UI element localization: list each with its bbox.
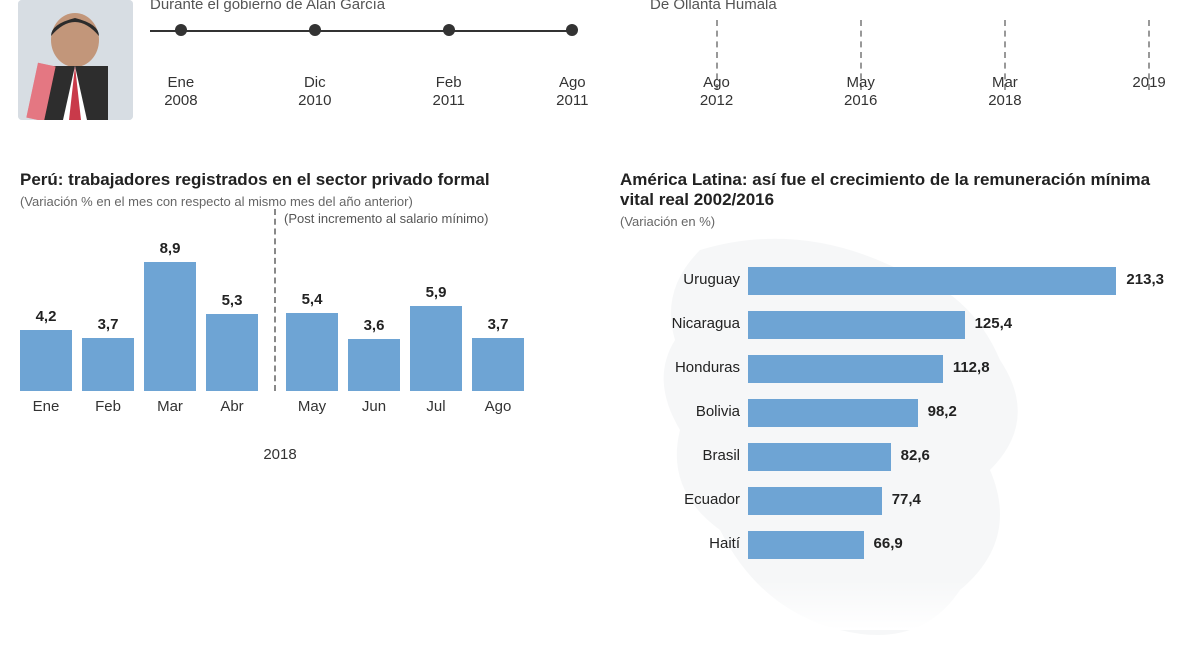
month-col: 5,9Jul bbox=[410, 306, 462, 391]
monthly-chart: 2018 4,2Ene3,7Feb8,9Mar5,3Abr(Post incre… bbox=[20, 239, 540, 419]
month-label: Ago bbox=[472, 398, 524, 415]
hbar-country-label: Ecuador bbox=[620, 491, 740, 508]
month-label: Ene bbox=[20, 398, 72, 415]
hbar-row: Honduras 112,8 bbox=[620, 353, 1180, 387]
month-value: 8,9 bbox=[144, 240, 196, 257]
month-col: 5,3Abr bbox=[206, 314, 258, 391]
month-value: 3,7 bbox=[82, 316, 134, 333]
hbar-row: Nicaragua 125,4 bbox=[620, 309, 1180, 343]
monthly-divider bbox=[274, 209, 276, 391]
month-col: 8,9Mar bbox=[144, 262, 196, 391]
timeline-caption-right: De Ollanta Humala bbox=[650, 0, 777, 13]
month-value: 4,2 bbox=[20, 308, 72, 325]
hbar-row: Brasil 82,6 bbox=[620, 441, 1180, 475]
hbar-value: 66,9 bbox=[874, 535, 903, 552]
monthly-year-label: 2018 bbox=[20, 446, 540, 463]
hbar-value: 77,4 bbox=[892, 491, 921, 508]
latam-subtitle: (Variación en %) bbox=[620, 214, 1180, 229]
hbar-bar bbox=[748, 355, 943, 383]
hbar-row: Uruguay 213,3 bbox=[620, 265, 1180, 299]
hbar-row: Haití 66,9 bbox=[620, 529, 1180, 563]
bottom-fade bbox=[0, 580, 1200, 630]
hbar-row: Ecuador 77,4 bbox=[620, 485, 1180, 519]
president-portrait bbox=[18, 0, 133, 120]
timeline-section: Durante el gobierno de Alan García De Ol… bbox=[0, 0, 1200, 140]
hbar-value: 82,6 bbox=[901, 447, 930, 464]
portrait-svg bbox=[18, 0, 133, 120]
hbar-country-label: Honduras bbox=[620, 359, 740, 376]
hbar-row: Bolivia 98,2 bbox=[620, 397, 1180, 431]
month-value: 5,4 bbox=[286, 291, 338, 308]
hbar-bar bbox=[748, 267, 1116, 295]
month-bar bbox=[348, 339, 400, 391]
hbar-bar bbox=[748, 311, 965, 339]
hbar-country-label: Uruguay bbox=[620, 271, 740, 288]
month-bar bbox=[20, 330, 72, 391]
latam-hbar-chart: Uruguay 213,3 Nicaragua 125,4 Honduras 112,8 B… bbox=[620, 265, 1180, 563]
timeline-tick-label: Feb 2011 bbox=[433, 74, 465, 110]
month-bar bbox=[472, 338, 524, 391]
month-label: Mar bbox=[144, 398, 196, 415]
timeline-dot bbox=[309, 24, 321, 36]
hbar-bar bbox=[748, 443, 891, 471]
hbar-value: 112,8 bbox=[953, 359, 990, 376]
month-label: Jul bbox=[410, 398, 462, 415]
month-value: 3,6 bbox=[348, 317, 400, 334]
timeline-caption-left: Durante el gobierno de Alan García bbox=[150, 0, 385, 13]
month-col: 4,2Ene bbox=[20, 330, 72, 391]
monthly-divider-note: (Post incremento al salario mínimo) bbox=[284, 211, 488, 226]
month-label: Jun bbox=[348, 398, 400, 415]
timeline-dot bbox=[175, 24, 187, 36]
timeline-dot bbox=[566, 24, 578, 36]
monthly-title: Perú: trabajadores registrados en el sec… bbox=[20, 170, 580, 190]
month-col: 5,4May bbox=[286, 313, 338, 391]
timeline-tick-label: Ago 2012 bbox=[700, 74, 733, 110]
timeline-tick-label: Ene 2008 bbox=[164, 74, 197, 110]
timeline-tick-label: 2019 bbox=[1132, 74, 1165, 92]
hbar-country-label: Brasil bbox=[620, 447, 740, 464]
hbar-value: 125,4 bbox=[975, 315, 1013, 332]
latam-panel: América Latina: así fue el crecimiento d… bbox=[620, 170, 1180, 573]
hbar-bar bbox=[748, 487, 882, 515]
month-bar bbox=[82, 338, 134, 391]
month-bar bbox=[206, 314, 258, 391]
timeline-tick-label: May 2016 bbox=[844, 74, 877, 110]
timeline-solid-segment bbox=[150, 30, 572, 32]
timeline-tick-label: Mar 2018 bbox=[988, 74, 1021, 110]
bottom-panels: Perú: trabajadores registrados en el sec… bbox=[20, 170, 1180, 630]
month-value: 5,9 bbox=[410, 284, 462, 301]
timeline-axis: Ene 2008Dic 2010Feb 2011Ago 2011Ago 2012… bbox=[150, 30, 1180, 32]
hbar-country-label: Haití bbox=[620, 535, 740, 552]
timeline-tick-label: Ago 2011 bbox=[556, 74, 588, 110]
month-label: Feb bbox=[82, 398, 134, 415]
month-label: Abr bbox=[206, 398, 258, 415]
latam-title: América Latina: así fue el crecimiento d… bbox=[620, 170, 1180, 210]
hbar-bar bbox=[748, 399, 918, 427]
hbar-country-label: Bolivia bbox=[620, 403, 740, 420]
month-bar bbox=[286, 313, 338, 391]
hbar-value: 213,3 bbox=[1126, 271, 1164, 288]
monthly-subtitle: (Variación % en el mes con respecto al m… bbox=[20, 194, 580, 209]
hbar-value: 98,2 bbox=[928, 403, 957, 420]
month-bar bbox=[144, 262, 196, 391]
monthly-panel: Perú: trabajadores registrados en el sec… bbox=[20, 170, 580, 419]
hbar-country-label: Nicaragua bbox=[620, 315, 740, 332]
timeline-tick-label: Dic 2010 bbox=[298, 74, 331, 110]
month-col: 3,7Feb bbox=[82, 338, 134, 391]
timeline-dot bbox=[443, 24, 455, 36]
month-value: 5,3 bbox=[206, 292, 258, 309]
month-value: 3,7 bbox=[472, 316, 524, 333]
hbar-bar bbox=[748, 531, 864, 559]
month-label: May bbox=[286, 398, 338, 415]
month-bar bbox=[410, 306, 462, 391]
month-col: 3,6Jun bbox=[348, 339, 400, 391]
month-col: 3,7Ago bbox=[472, 338, 524, 391]
